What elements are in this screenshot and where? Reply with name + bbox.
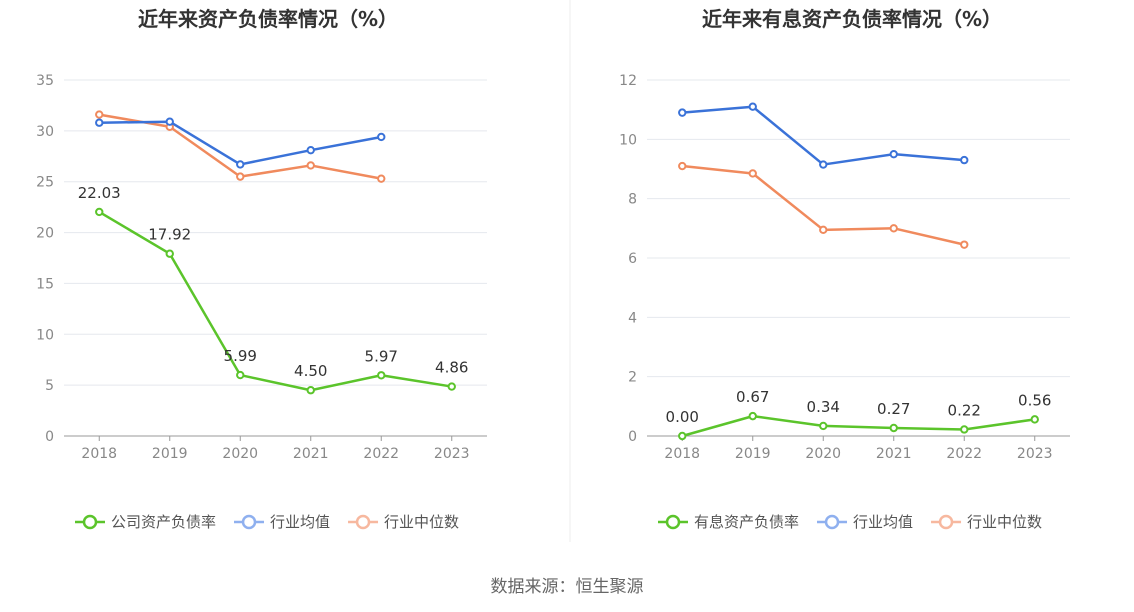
legend-label: 行业中位数 [967,513,1042,531]
legend-label: 有息资产负债率 [694,513,799,531]
y-tick-label: 4 [628,310,637,326]
data-label: 0.27 [877,400,910,418]
legend-label: 行业中位数 [384,513,459,531]
x-tick-label: 2023 [1017,446,1053,462]
y-tick-label: 2 [628,370,637,386]
x-tick-label: 2022 [363,446,399,462]
legend-swatch-marker [938,514,954,530]
legend-label: 行业均值 [853,513,913,531]
data-point [819,421,828,431]
data-point [95,118,104,127]
legend-item-2[interactable]: 行业中位数 [348,513,459,531]
data-point [748,102,757,111]
legend-swatch-marker [355,514,371,530]
data-point [95,207,104,217]
data-label: 0.34 [807,398,840,416]
series-line-0 [681,414,1035,438]
y-tick-label: 8 [628,192,637,208]
data-source-label: 数据来源：恒生聚源 [491,577,644,597]
data-point [889,224,898,233]
data-point [377,174,386,183]
data-label: 22.03 [78,184,121,202]
legend-item-1[interactable]: 行业均值 [234,513,330,531]
series-line-0 [98,210,452,392]
data-label: 5.99 [224,347,257,365]
data-label: 0.00 [666,408,699,426]
y-tick-label: 10 [36,327,54,343]
data-point [819,160,828,169]
data-label: 5.97 [365,347,398,365]
data-point [678,431,687,441]
y-tick-label: 0 [45,429,54,445]
data-point [1030,415,1039,424]
data-label: 0.67 [736,388,769,406]
data-point [377,132,386,142]
data-label: 17.92 [148,226,191,244]
data-point [236,370,245,380]
series-line-1 [99,120,382,166]
legend-label: 公司资产负债率 [111,513,216,531]
y-tick-label: 35 [36,73,54,89]
x-tick-label: 2019 [735,446,771,462]
data-label: 0.22 [948,401,981,419]
data-point [236,160,245,169]
series-line-1 [682,105,965,166]
legend-label: 行业均值 [270,513,330,531]
x-tick-label: 2020 [805,446,841,462]
y-tick-label: 30 [36,124,54,140]
data-point [889,423,898,433]
interest-bearing-debt-ratio-chart: 近年来有息资产负债率情况（%） 0 2 4 6 8 10 12 2018 2019 2020 2021… [619,7,1070,531]
data-point [889,149,898,159]
y-tick-label: 5 [45,378,54,394]
debt-ratio-chart: 近年来资产负债率情况（%） 0 5 10 15 20 25 30 35 2018 2019 2020 2… [36,7,487,531]
legend-swatch-marker [665,514,681,530]
data-point [748,169,757,178]
y-tick-label: 12 [619,73,637,89]
data-point [95,110,104,119]
y-tick-label: 6 [628,251,637,267]
series-line-2 [99,113,382,180]
x-tick-label: 2018 [664,446,700,462]
data-label: 4.86 [435,359,468,377]
legend-item-1[interactable]: 行业均值 [817,513,913,531]
x-tick-label: 2021 [876,446,912,462]
legend-item-2[interactable]: 行业中位数 [931,513,1042,531]
chart-title: 近年来资产负债率情况（%） [138,7,398,31]
data-point [819,225,828,235]
y-tick-label: 15 [36,276,54,292]
chart-title: 近年来有息资产负债率情况（%） [702,7,1002,31]
data-label: 0.56 [1018,391,1051,409]
data-point [306,386,315,395]
legend-swatch-marker [824,514,840,530]
data-point [960,155,969,165]
data-point [165,249,174,258]
data-point [960,425,969,434]
data-point [306,161,315,170]
data-point [377,371,386,380]
legend-item-0[interactable]: 公司资产负债率 [75,513,216,531]
data-point [447,382,456,391]
x-tick-label: 2019 [152,446,188,462]
legend-swatch-marker [241,514,257,530]
y-tick-label: 10 [619,132,637,148]
y-tick-label: 25 [36,175,54,191]
legend-swatch-marker [82,514,98,530]
x-tick-label: 2022 [946,446,982,462]
data-point [678,161,687,171]
x-tick-label: 2023 [434,446,470,462]
data-point [236,172,245,181]
data-point [960,240,969,249]
data-label: 4.50 [294,362,327,380]
legend-item-0[interactable]: 有息资产负债率 [658,513,799,531]
x-tick-label: 2018 [81,446,117,462]
data-point [165,117,174,126]
y-tick-label: 20 [36,226,54,242]
data-point [306,145,315,155]
x-tick-label: 2020 [222,446,258,462]
x-tick-label: 2021 [293,446,329,462]
data-point [678,108,687,117]
data-point [748,411,757,421]
y-tick-label: 0 [628,429,637,445]
